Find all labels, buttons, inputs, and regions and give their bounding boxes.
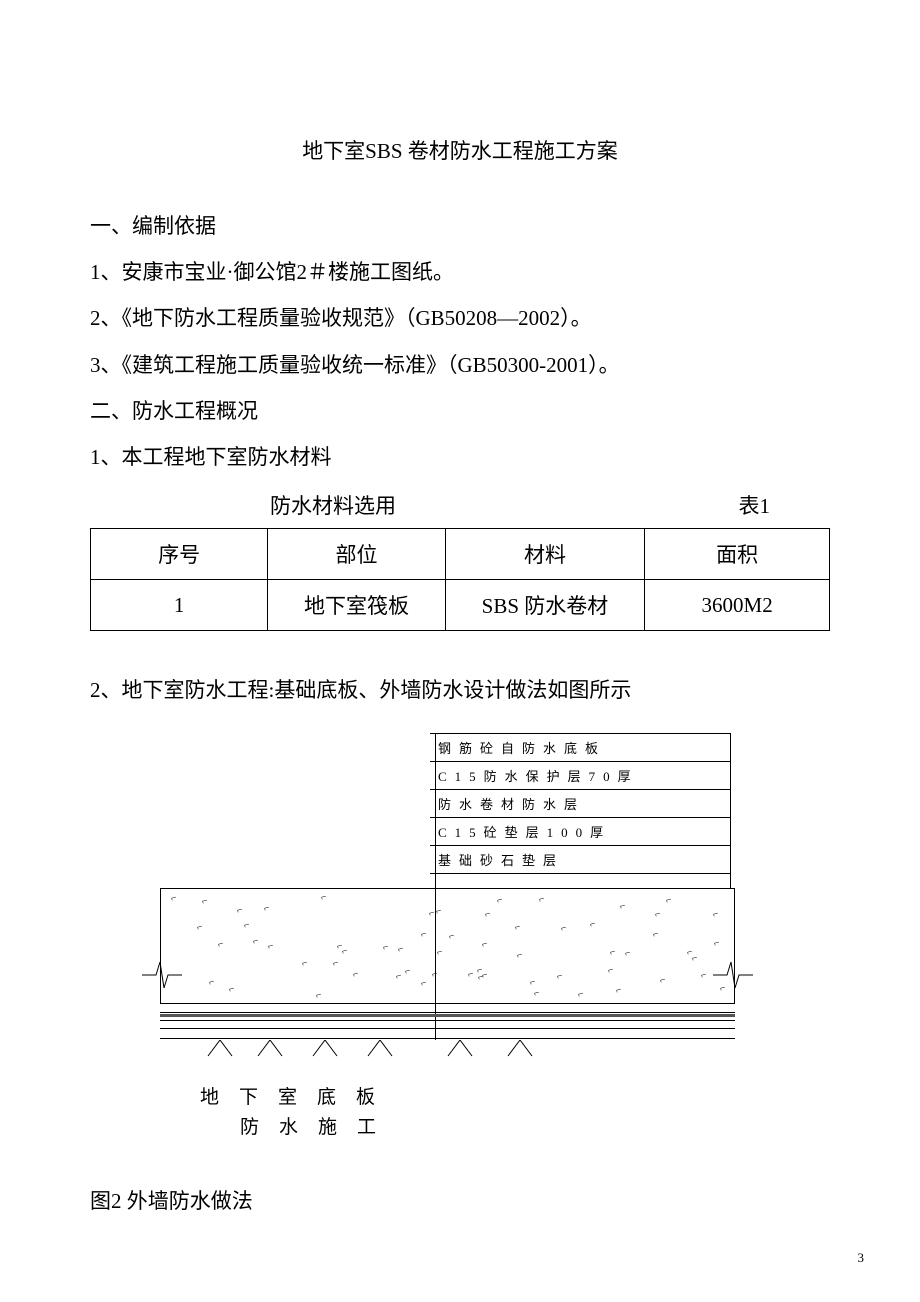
figure2-caption: 图2 外墙防水做法 bbox=[90, 1185, 830, 1215]
layer-label: 防水卷材防水层 bbox=[430, 790, 730, 818]
table-number: 表1 bbox=[739, 490, 771, 520]
diagram-caption-line1: 地下室底板 bbox=[200, 1083, 396, 1113]
para-1-2: 2、《地下防水工程质量验收规范》（GB50208—2002）。 bbox=[90, 295, 830, 341]
page-title: 地下室SBS 卷材防水工程施工方案 bbox=[90, 135, 830, 165]
table-header-cell: 序号 bbox=[91, 529, 268, 580]
page-number: 3 bbox=[858, 1250, 865, 1266]
break-symbol-left bbox=[142, 960, 182, 995]
table-cell: 3600M2 bbox=[645, 580, 830, 631]
ground-ticks bbox=[160, 1040, 735, 1064]
table-row: 1 地下室筏板 SBS 防水卷材 3600M2 bbox=[91, 580, 830, 631]
section-line bbox=[160, 1003, 735, 1004]
layer-label: 钢筋砼自防水底板 bbox=[430, 733, 730, 762]
table-cell: 地下室筏板 bbox=[268, 580, 445, 631]
section-line bbox=[160, 1038, 735, 1039]
para-1-1: 1、安康市宝业·御公馆2＃楼施工图纸。 bbox=[90, 249, 830, 295]
para-1-3: 3、《建筑工程施工质量验收统一标准》（GB50300-2001）。 bbox=[90, 342, 830, 388]
layer-label: 基础砂石垫层 bbox=[430, 846, 730, 874]
section-line bbox=[160, 1028, 735, 1029]
layer-labels: 钢筋砼自防水底板 C15防水保护层70厚 防水卷材防水层 C15砼垫层100厚 … bbox=[430, 733, 730, 874]
hatch-area: ⌐⌐⌐⌐⌐⌐⌐⌐⌐⌐⌐⌐⌐⌐⌐⌐⌐⌐⌐⌐⌐⌐⌐⌐⌐⌐⌐⌐⌐⌐⌐⌐⌐⌐⌐⌐⌐⌐⌐⌐… bbox=[160, 888, 735, 1003]
section-box: ⌐⌐⌐⌐⌐⌐⌐⌐⌐⌐⌐⌐⌐⌐⌐⌐⌐⌐⌐⌐⌐⌐⌐⌐⌐⌐⌐⌐⌐⌐⌐⌐⌐⌐⌐⌐⌐⌐⌐⌐… bbox=[160, 888, 735, 1068]
section-line bbox=[160, 1012, 735, 1013]
heading-sec1: 一、编制依据 bbox=[90, 203, 830, 249]
table-cell: SBS 防水卷材 bbox=[445, 580, 645, 631]
material-table: 序号 部位 材料 面积 1 地下室筏板 SBS 防水卷材 3600M2 bbox=[90, 528, 830, 631]
table-caption-row: 防水材料选用 表1 bbox=[90, 490, 830, 520]
break-symbol-right bbox=[713, 960, 753, 995]
layer-label: C15砼垫层100厚 bbox=[430, 818, 730, 846]
table-header-row: 序号 部位 材料 面积 bbox=[91, 529, 830, 580]
heading-sec2: 二、防水工程概况 bbox=[90, 388, 830, 434]
table-caption: 防水材料选用 bbox=[270, 490, 396, 520]
layer-label: C15防水保护层70厚 bbox=[430, 762, 730, 790]
table-header-cell: 部位 bbox=[268, 529, 445, 580]
para-2-1: 1、本工程地下室防水材料 bbox=[90, 434, 830, 480]
vertical-divider bbox=[435, 888, 436, 1040]
para-2-2: 2、地下室防水工程:基础底板、外墙防水设计做法如图所示 bbox=[90, 667, 830, 713]
right-wall-line bbox=[730, 733, 731, 888]
table-header-cell: 材料 bbox=[445, 529, 645, 580]
section-diagram: 钢筋砼自防水底板 C15防水保护层70厚 防水卷材防水层 C15砼垫层100厚 … bbox=[130, 733, 750, 1173]
waterproof-membrane-line bbox=[160, 1014, 735, 1017]
table-header-cell: 面积 bbox=[645, 529, 830, 580]
table-cell: 1 bbox=[91, 580, 268, 631]
diagram-caption-line2: 防水施工 bbox=[200, 1113, 396, 1143]
diagram-caption: 地下室底板 防水施工 bbox=[200, 1083, 396, 1144]
section-line bbox=[160, 1020, 735, 1021]
